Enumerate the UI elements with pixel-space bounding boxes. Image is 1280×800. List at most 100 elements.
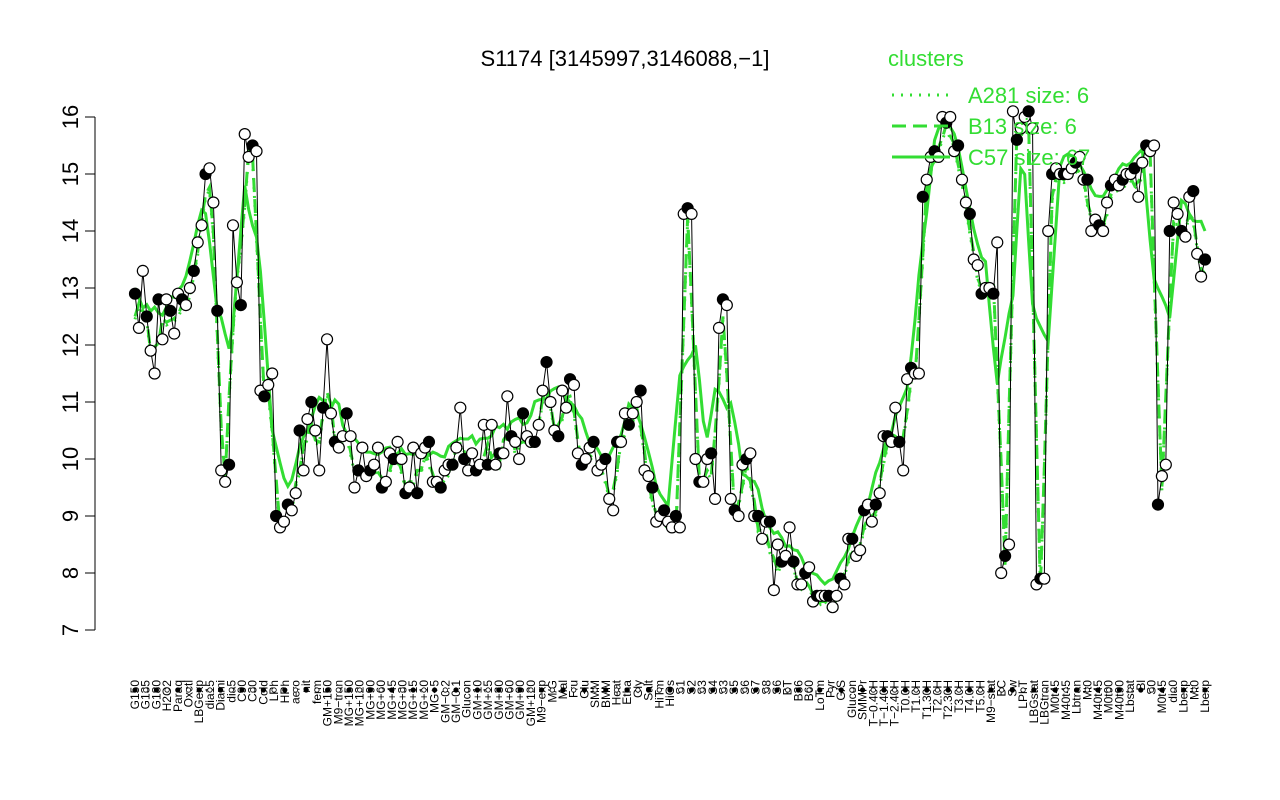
- data-point: [289, 487, 302, 500]
- data-point: [411, 487, 424, 500]
- x-tick-label: GM+10: [470, 680, 484, 720]
- legend-entry-a: A281 size: 6: [892, 83, 1089, 108]
- y-tick-label-14: 14: [58, 219, 83, 243]
- x-tick-label: SMM: [588, 680, 602, 708]
- x-tick-marker: [999, 687, 1005, 693]
- data-point: [207, 196, 220, 209]
- x-tick-label: G180: [149, 680, 163, 710]
- x-tick-marker: [859, 687, 866, 693]
- data-point: [187, 264, 200, 277]
- chart-title: S1174 [3145997,3146088,−1]: [481, 46, 770, 71]
- data-point: [803, 561, 816, 574]
- data-point: [599, 452, 612, 466]
- x-tick-marker: [966, 687, 973, 693]
- data-point: [320, 333, 334, 346]
- x-tick-marker: [560, 687, 566, 693]
- x-tick-label: S2: [684, 680, 698, 695]
- data-point: [1014, 122, 1027, 135]
- data-point: [497, 447, 510, 460]
- x-tick-marker: [688, 687, 695, 693]
- x-tick-marker: [1138, 687, 1144, 693]
- y-tick-label-16: 16: [58, 105, 83, 129]
- data-point: [951, 139, 965, 152]
- x-tick-label: T−0.40H: [866, 680, 880, 726]
- x-tick-label: S6: [770, 680, 784, 695]
- x-tick-marker: [1095, 687, 1101, 693]
- x-tick-marker: [870, 687, 876, 693]
- x-tick-label: GM+60: [503, 680, 517, 720]
- data-point: [607, 504, 620, 517]
- data-point: [195, 219, 208, 232]
- data-point: [771, 538, 784, 551]
- data-point: [991, 236, 1004, 249]
- x-tick-label: M0t45: [1048, 680, 1062, 714]
- data-point: [614, 435, 628, 448]
- x-tick-marker: [1063, 687, 1069, 693]
- x-tick-marker: [464, 687, 470, 693]
- data-point: [622, 418, 635, 431]
- data-point: [712, 321, 726, 334]
- data-point: [379, 475, 392, 488]
- data-point: [324, 407, 338, 420]
- data-point: [305, 395, 318, 409]
- data-point: [203, 162, 216, 175]
- x-tick-label: nit: [299, 679, 313, 692]
- data-point: [944, 110, 957, 124]
- x-tick-marker: [153, 687, 159, 693]
- data-point: [830, 589, 843, 602]
- x-tick-label: MG+120: [353, 680, 367, 727]
- data-point: [234, 299, 247, 312]
- y-tick-label-9: 9: [58, 510, 83, 522]
- x-tick-marker: [720, 687, 727, 693]
- x-tick-marker: [1127, 687, 1133, 693]
- data-point: [1155, 470, 1168, 483]
- x-tick-label: S3: [695, 680, 709, 695]
- x-tick-marker: [549, 687, 555, 693]
- x-tick-marker: [667, 687, 673, 693]
- y-ticks: 7 8 9 10 11 12 13 14 15 16: [58, 105, 95, 636]
- x-tick-label: Paraq: [171, 680, 185, 712]
- data-point: [1179, 230, 1192, 243]
- x-tick-marker: [678, 687, 684, 693]
- data-point: [226, 219, 240, 232]
- data-point: [634, 384, 647, 397]
- data-point: [697, 475, 710, 488]
- data-point: [222, 458, 236, 471]
- x-tick-label: MG+30: [396, 680, 410, 720]
- data-point: [266, 367, 279, 380]
- x-tick-label: S6: [738, 680, 752, 695]
- x-tick-marker: [785, 687, 791, 693]
- data-point: [1132, 190, 1145, 203]
- x-tick-label: SMMPr: [856, 680, 870, 720]
- x-tick-label: M9−stat: [984, 679, 998, 723]
- data-point: [1006, 105, 1020, 118]
- data-point: [422, 435, 436, 448]
- data-point: [230, 276, 244, 289]
- data-point: [179, 299, 193, 312]
- y-tick-label-8: 8: [58, 567, 83, 579]
- y-tick-label-12: 12: [58, 333, 83, 357]
- data-point: [367, 458, 381, 471]
- x-tick-marker: [132, 687, 138, 693]
- x-tick-marker: [1041, 687, 1048, 693]
- x-tick-label: Lbstat: [1123, 679, 1137, 712]
- data-point: [708, 492, 722, 505]
- data-point: [391, 435, 404, 448]
- x-tick-marker: [357, 687, 363, 693]
- data-point: [1002, 538, 1016, 551]
- x-tick-marker: [207, 687, 213, 693]
- x-tick-marker: [838, 687, 844, 693]
- x-tick-label: MG+45: [385, 680, 399, 720]
- data-point: [128, 287, 142, 300]
- x-tick-marker: [474, 687, 480, 693]
- x-tick-marker: [699, 687, 705, 693]
- data-point: [1163, 224, 1176, 238]
- data-point: [446, 458, 459, 471]
- x-tick-marker: [421, 687, 427, 693]
- legend-label-b: B13 size: 6: [968, 114, 1077, 139]
- x-tick-marker: [881, 687, 887, 693]
- data-point: [763, 515, 777, 528]
- x-tick-label: GM−0.1: [449, 680, 463, 723]
- x-tick-marker: [528, 687, 534, 693]
- x-tick-label: H2O2: [160, 680, 174, 712]
